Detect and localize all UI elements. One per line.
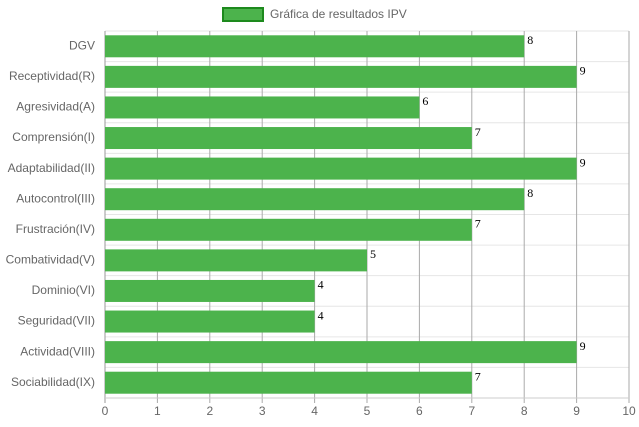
- value-label: 8: [527, 186, 533, 200]
- bar: [105, 96, 420, 119]
- bar: [105, 157, 577, 180]
- x-tick-label: 3: [259, 404, 266, 418]
- y-tick-label: Actividad(VIII): [20, 344, 95, 358]
- value-label: 9: [580, 64, 586, 78]
- value-label: 7: [475, 125, 481, 139]
- value-label: 4: [318, 278, 324, 292]
- x-tick-label: 2: [206, 404, 213, 418]
- x-tick-label: 9: [573, 404, 580, 418]
- value-label: 9: [580, 155, 586, 169]
- bar: [105, 35, 525, 58]
- bar: [105, 188, 525, 211]
- y-tick-label: Seguridad(VII): [18, 314, 95, 328]
- y-tick-label: Sociabilidad(IX): [11, 375, 95, 389]
- y-tick-label: Adaptabilidad(II): [8, 161, 95, 175]
- y-tick-label: Comprensión(I): [12, 130, 95, 144]
- x-tick-label: 10: [622, 404, 636, 418]
- legend-label: Gráfica de resultados IPV: [270, 7, 407, 21]
- y-tick-label: Agresividad(A): [16, 100, 95, 114]
- value-label: 4: [318, 308, 324, 322]
- value-label: 8: [527, 33, 533, 47]
- x-tick-label: 0: [102, 404, 109, 418]
- bar: [105, 127, 472, 150]
- x-tick-label: 6: [416, 404, 423, 418]
- bar: [105, 279, 315, 302]
- legend-swatch: [222, 7, 264, 22]
- y-tick-label: Receptividad(R): [9, 69, 95, 83]
- bar: [105, 65, 577, 88]
- x-tick-label: 1: [154, 404, 161, 418]
- y-tick-label: DGV: [69, 38, 95, 52]
- y-tick-label: Combatividad(V): [6, 253, 95, 267]
- x-tick-label: 4: [311, 404, 318, 418]
- y-tick-label: Dominio(VI): [32, 283, 95, 297]
- bar: [105, 371, 472, 394]
- bar: [105, 341, 577, 364]
- bar: [105, 218, 472, 241]
- value-label: 9: [580, 339, 586, 353]
- x-tick-label: 8: [521, 404, 528, 418]
- y-tick-label: Frustración(IV): [16, 222, 95, 236]
- y-tick-label: Autocontrol(III): [16, 191, 95, 205]
- value-label: 7: [475, 217, 481, 231]
- x-tick-label: 5: [364, 404, 371, 418]
- value-label: 5: [370, 247, 376, 261]
- x-tick-label: 7: [468, 404, 475, 418]
- bar: [105, 249, 367, 272]
- value-label: 6: [422, 94, 428, 108]
- value-label: 7: [475, 369, 481, 383]
- bar: [105, 310, 315, 333]
